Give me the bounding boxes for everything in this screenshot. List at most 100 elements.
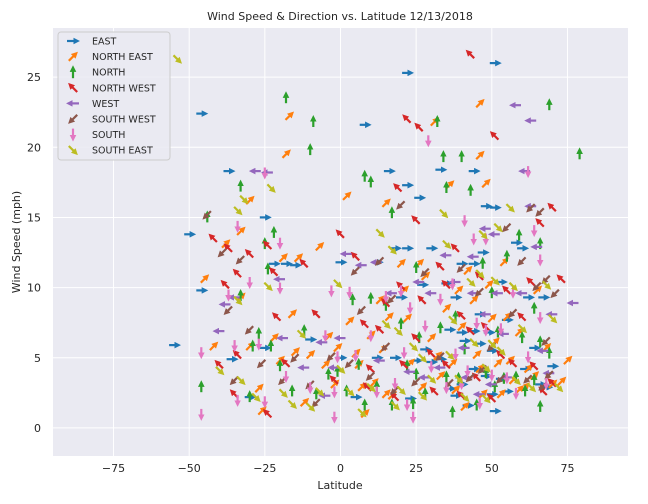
arrow-point: [448, 358, 458, 368]
arrow-point: [208, 233, 218, 243]
arrow-point: [335, 229, 345, 239]
arrow-point: [487, 313, 497, 323]
arrow-point: [441, 359, 451, 370]
arrow-point: [239, 194, 249, 205]
arrow-point: [541, 274, 551, 285]
arrow-point: [489, 131, 500, 141]
legend-marker: [68, 82, 78, 93]
arrow-point: [365, 364, 376, 374]
arrow-point: [478, 229, 488, 240]
arrow-point: [333, 342, 343, 353]
x-tick-label: 0: [337, 462, 344, 475]
arrow-point: [209, 341, 219, 351]
arrow-point: [541, 336, 551, 346]
arrow-point: [290, 347, 300, 357]
arrow-point: [215, 366, 225, 376]
x-tick-label: 25: [409, 462, 423, 475]
arrow-point: [396, 200, 406, 210]
arrow-point: [475, 150, 485, 160]
arrow-point: [244, 248, 254, 259]
arrow-point: [417, 295, 427, 305]
legend-label: WEST: [92, 99, 119, 110]
arrow-point: [435, 261, 445, 271]
arrow-point: [356, 305, 366, 316]
arrow-point: [366, 382, 376, 393]
arrow-point: [236, 375, 246, 386]
arrow-point: [481, 363, 491, 373]
arrow-point: [535, 218, 545, 228]
arrow-point: [311, 398, 321, 408]
arrow-point: [330, 379, 340, 389]
x-tick-labels: −75 −50 −25 0 25 50 75: [102, 462, 575, 475]
arrow-point: [444, 378, 454, 389]
arrow-point: [305, 402, 316, 412]
arrow-point: [278, 253, 288, 263]
arrow-point: [315, 387, 325, 397]
arrow-point: [202, 210, 212, 220]
arrow-point: [501, 285, 512, 295]
arrow-point: [511, 375, 521, 386]
arrow-point: [435, 352, 445, 362]
arrow-point: [344, 359, 354, 369]
arrow-point: [390, 401, 400, 411]
arrow-point: [557, 376, 567, 386]
arrow-point: [287, 399, 298, 410]
arrow-point: [532, 281, 542, 292]
arrow-point: [460, 402, 470, 412]
arrow-point: [493, 358, 503, 368]
arrow-point: [417, 353, 428, 363]
arrow-point: [508, 308, 518, 318]
arrow-point: [469, 338, 479, 348]
x-tick-label: 75: [560, 462, 574, 475]
arrow-point: [305, 349, 316, 360]
legend-label: SOUTH WEST: [92, 115, 156, 126]
arrow-point: [414, 122, 424, 132]
arrow-point: [529, 361, 539, 371]
arrow-point: [262, 409, 273, 419]
arrow-point: [417, 391, 428, 401]
arrow-point: [448, 315, 458, 325]
arrow-point: [384, 312, 394, 322]
arrow-point: [357, 408, 367, 418]
arrow-point: [411, 215, 421, 225]
arrow-point: [381, 319, 391, 330]
arrow-point: [456, 263, 466, 273]
x-tick-label: −50: [178, 462, 201, 475]
arrow-point: [386, 294, 397, 304]
legend-label: NORTH EAST: [92, 52, 153, 63]
arrow-point: [466, 277, 476, 287]
arrow-point: [547, 202, 557, 212]
arrow-point: [299, 397, 310, 407]
arrow-point: [290, 353, 300, 363]
arrow-point: [402, 313, 413, 323]
arrow-point: [293, 253, 304, 263]
arrow-point: [517, 324, 528, 334]
arrow-point: [496, 389, 506, 399]
y-tick-label: 0: [34, 422, 41, 435]
arrow-point: [548, 314, 558, 324]
arrow-point: [381, 198, 391, 208]
arrow-point: [493, 222, 503, 233]
arrow-point: [390, 392, 400, 402]
arrow-point: [350, 266, 360, 276]
arrow-point: [214, 359, 224, 370]
arrow-point: [463, 265, 473, 276]
arrow-point: [296, 329, 307, 339]
arrow-point: [278, 388, 288, 398]
arrow-point: [254, 383, 264, 393]
arrow-point: [487, 339, 497, 349]
legend-label: NORTH: [92, 68, 125, 79]
arrow-point: [563, 355, 573, 365]
arrow-point: [427, 374, 437, 384]
arrow-point: [450, 243, 460, 253]
y-tick-label: 25: [27, 71, 41, 84]
arrow-point: [381, 389, 391, 399]
arrow-point: [256, 359, 267, 369]
y-tick-label: 10: [27, 282, 41, 295]
arrow-point: [299, 258, 309, 269]
legend: EAST NORTH EAST NORTH NORTH WEST WEST SOUTH W…: [57, 31, 171, 161]
arrow-point: [281, 149, 291, 159]
arrow-point: [442, 239, 452, 250]
y-tick-label: 5: [34, 352, 41, 365]
